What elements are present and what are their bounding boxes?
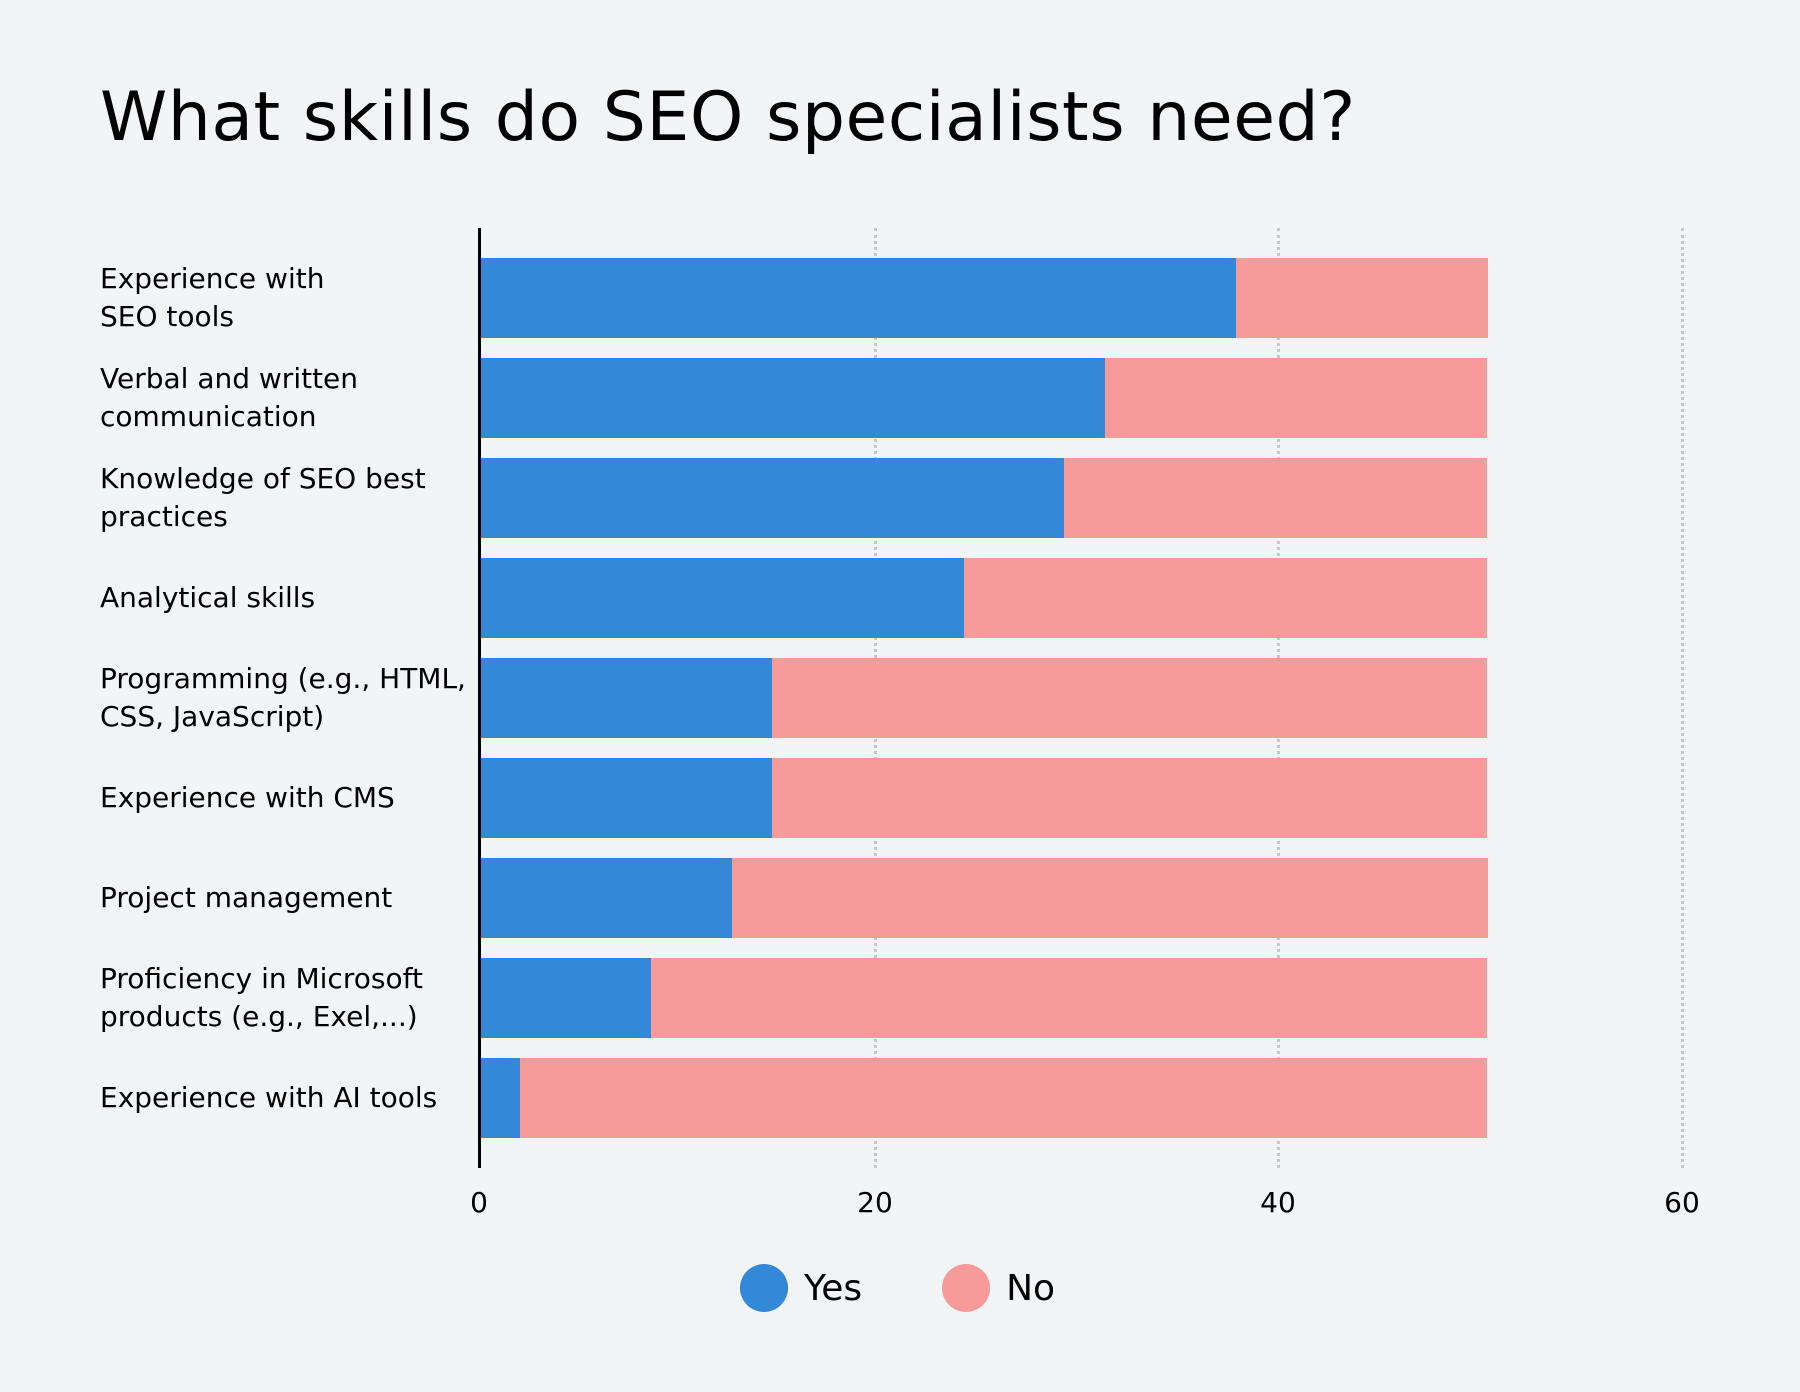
legend-label-no: No [1006,1267,1056,1309]
category-label: Experience with CMS [100,758,480,838]
x-tick-40: 40 [1260,1186,1296,1219]
category-label-line: Proficiency in Microsoft [100,962,423,995]
category-label-line: products (e.g., Exel,...) [100,1000,418,1033]
bar-segment-no [651,958,1488,1038]
legend-item-no: No [942,1264,1055,1312]
bar-row [480,758,1488,838]
category-label: Project management [100,858,480,938]
legend-label-yes: Yes [804,1267,863,1309]
bar-segment-no [520,1058,1488,1138]
bar-segment-yes [480,858,732,938]
bar-segment-yes [480,1058,521,1138]
legend-dot-yes-icon [740,1264,788,1312]
category-label-line: Verbal and written [100,362,359,395]
legend-item-yes: Yes [740,1264,862,1312]
y-axis-line [478,228,481,1168]
category-label-line: SEO tools [100,300,235,333]
bar-segment-yes [480,958,652,1038]
bar-row [480,358,1488,438]
bar-row [480,558,1488,638]
bar-segment-yes [480,458,1065,538]
bar-row [480,258,1488,338]
bar-segment-yes [480,258,1236,338]
gridline-60 [1681,228,1684,1168]
category-label-line: Experience with [100,262,325,295]
bar-row [480,858,1488,938]
bar-row [480,958,1488,1038]
category-label: Knowledge of SEO best practices [100,458,480,538]
bar-segment-yes [480,358,1105,438]
category-label-line: Experience with CMS [100,781,395,814]
bar-segment-no [963,558,1488,638]
category-label-line: CSS, JavaScript) [100,700,325,733]
bar-segment-no [772,758,1488,838]
category-label: Programming (e.g., HTML, CSS, JavaScript) [100,658,480,738]
bar-row [480,458,1488,538]
bar-segment-yes [480,558,964,638]
category-label-line: Programming (e.g., HTML, [100,662,466,695]
category-label-line: communication [100,400,317,433]
x-tick-60: 60 [1664,1186,1700,1219]
x-tick-0: 0 [470,1186,488,1219]
category-label: Analytical skills [100,558,480,638]
bar-segment-no [1064,458,1488,538]
category-label-line: Analytical skills [100,581,316,614]
chart-title: What skills do SEO specialists need? [100,78,1356,157]
legend-dot-no-icon [942,1264,991,1312]
category-label-line: Experience with AI tools [100,1081,438,1114]
bar-segment-no [731,858,1488,938]
bar-segment-no [1104,358,1488,438]
category-label: Verbal and written communication [100,358,480,438]
category-label: Experience with AI tools [100,1058,480,1138]
bar-row [480,658,1488,738]
x-tick-20: 20 [857,1186,893,1219]
bar-segment-yes [480,658,773,738]
bar-segment-no [772,658,1488,738]
bar-segment-no [1235,258,1488,338]
category-label: Experience with SEO tools [100,258,480,338]
category-label: Proficiency in Microsoft products (e.g., … [100,958,480,1038]
legend: Yes No [740,1264,1135,1312]
category-label-line: Project management [100,881,393,914]
bar-row [480,1058,1488,1138]
category-label-line: Knowledge of SEO best [100,462,426,495]
bar-segment-yes [480,758,773,838]
category-label-line: practices [100,500,228,533]
plot-area [478,228,1698,1168]
